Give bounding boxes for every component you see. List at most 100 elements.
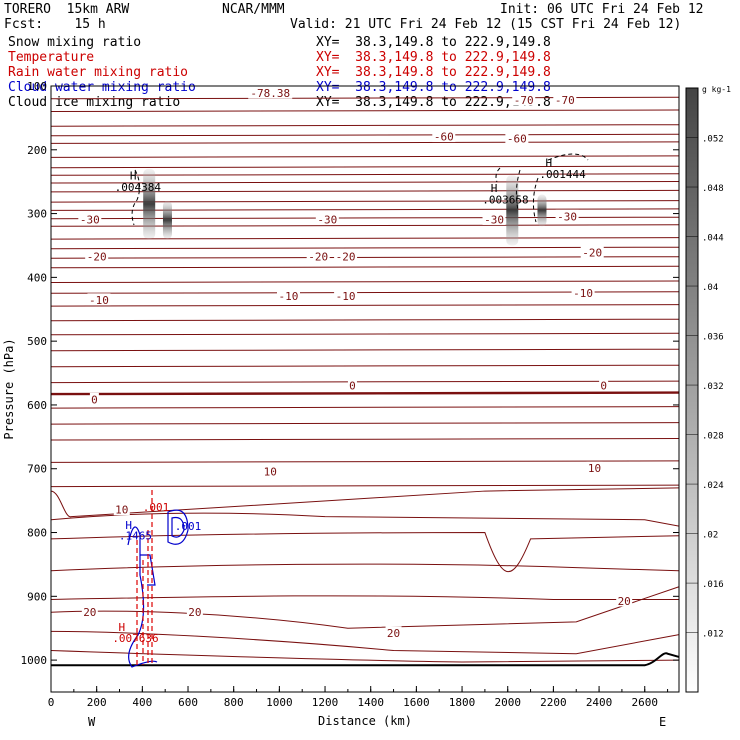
temperature-contour-line bbox=[50, 181, 680, 184]
colorbar-tick-label: .032 bbox=[702, 382, 724, 392]
cloud-ice-contour bbox=[547, 153, 589, 161]
field-extremum-label: H bbox=[118, 621, 125, 634]
y-tick-label: 300 bbox=[27, 208, 47, 221]
colorbar-tick-label: .012 bbox=[702, 630, 724, 640]
y-tick-label: 900 bbox=[27, 590, 47, 603]
mixing-ratio-shading bbox=[127, 153, 589, 668]
contour-label-bg bbox=[553, 93, 577, 106]
contour-label-bg bbox=[186, 605, 203, 618]
contour-label-bg bbox=[87, 293, 111, 306]
temperature-contour-line bbox=[50, 265, 680, 269]
temperature-contour-line bbox=[50, 630, 680, 655]
colorbar-scale bbox=[685, 87, 699, 693]
temperature-contour-label: -20 bbox=[336, 250, 356, 263]
valid-time: Valid: 21 UTC Fri 24 Feb 12 (15 CST Fri … bbox=[290, 17, 682, 32]
contour-label-bg bbox=[432, 130, 456, 143]
temperature-contour-label: -78.38 bbox=[250, 87, 290, 100]
temperature-contour-line bbox=[50, 200, 680, 203]
y-tick-label: 700 bbox=[27, 463, 47, 476]
colorbar: .052 .048 .044 .04 .036 .032 .028 .024 .02 .016 .0… bbox=[685, 85, 731, 693]
temperature-contour-label: -20 bbox=[308, 250, 328, 263]
contour-label-bg bbox=[113, 503, 130, 516]
temperature-contour-line bbox=[50, 141, 680, 144]
cloud-ice-contour bbox=[515, 169, 521, 211]
legend-label-cloud-water: Cloud water mixing ratio bbox=[8, 80, 196, 95]
temperature-contour-line bbox=[50, 422, 680, 425]
x-tick-label: 2000 bbox=[494, 696, 521, 709]
temperature-contour-label: 10 bbox=[264, 465, 277, 478]
temperature-contour-label: -10 bbox=[279, 290, 299, 303]
temperature-contour-label: -30 bbox=[557, 210, 577, 223]
field-extremum-label: H bbox=[130, 169, 137, 182]
temperature-contour-line bbox=[50, 304, 680, 307]
x-axis-label: Distance (km) bbox=[318, 714, 412, 728]
y-tick-label: 200 bbox=[27, 144, 47, 157]
contour-label-bg bbox=[306, 249, 330, 262]
temperature-contour-line bbox=[50, 224, 680, 227]
temperature-contour-label: 20 bbox=[83, 606, 96, 619]
field-extremum-label: .1465 bbox=[119, 530, 152, 543]
contour-labels: -78.38-70 -70-60 -60-30 -30 -30 -30-20 -20 -20-… bbox=[78, 86, 633, 645]
temperature-contour-label: 20 bbox=[387, 627, 400, 640]
colorbar-tick-label: .028 bbox=[702, 432, 724, 442]
colorbar-tick-label: .044 bbox=[702, 234, 724, 244]
temperature-contour-line bbox=[50, 332, 680, 336]
contour-label-bg bbox=[78, 212, 102, 225]
legend-xy-rain: XY= 38.3,149.8 to 222.9,149.8 bbox=[316, 65, 551, 80]
field-extremum-label: .003658 bbox=[482, 194, 528, 207]
temperature-contour-label: -20 bbox=[87, 250, 107, 263]
y-tick-label: 800 bbox=[27, 527, 47, 540]
legend-xy-snow: XY= 38.3,149.8 to 222.9,149.8 bbox=[316, 35, 551, 50]
temperature-contour-label: -10 bbox=[89, 294, 109, 307]
field-extremum-label: .001 bbox=[143, 501, 170, 514]
contour-label-bg bbox=[385, 626, 402, 639]
temperature-contour-line bbox=[50, 189, 680, 193]
forecast-hour: Fcst: 15 h bbox=[4, 17, 106, 32]
plot-frame bbox=[50, 85, 680, 693]
temperature-contour-line bbox=[50, 318, 680, 322]
legend-label-rain: Rain water mixing ratio bbox=[8, 65, 189, 80]
contour-label-bg bbox=[586, 461, 603, 474]
temperature-contour-line bbox=[50, 484, 680, 488]
legend-xy-temperature: XY= 38.3,149.8 to 222.9,149.8 bbox=[316, 50, 551, 65]
field-extremum-label: H bbox=[491, 182, 498, 195]
mixing-ratio-shade bbox=[506, 175, 519, 246]
temperature-contour-line bbox=[50, 348, 680, 352]
colorbar-tick-label: .02 bbox=[702, 531, 718, 541]
legend-xy-cloud-water: XY= 38.3,149.8 to 222.9,149.8 bbox=[316, 80, 551, 95]
temperature-contour-line bbox=[50, 165, 680, 169]
contour-label-bg bbox=[616, 594, 633, 607]
cloud-water-contour bbox=[127, 526, 158, 668]
temperature-contour-label: -30 bbox=[317, 213, 337, 226]
terrain-line bbox=[51, 652, 680, 667]
temperature-contour-line bbox=[50, 595, 679, 601]
temperature-contour-label: 10 bbox=[115, 504, 128, 517]
colorbar-tick-label: .016 bbox=[702, 580, 724, 590]
x-tick-label: 1800 bbox=[449, 696, 476, 709]
temperature-contour-line bbox=[50, 391, 680, 396]
colorbar-tick-label: .04 bbox=[702, 283, 718, 293]
temperature-contour-label: -70 bbox=[555, 94, 575, 107]
contour-label-bg bbox=[248, 86, 293, 99]
temperature-contour-label: -10 bbox=[336, 290, 356, 303]
west-label: W bbox=[88, 715, 96, 729]
temperature-contour-line bbox=[50, 586, 680, 629]
temperature-contour-label: 0 bbox=[91, 393, 98, 406]
field-extremum-label: .004384 bbox=[115, 181, 162, 194]
contour-label-bg bbox=[580, 246, 604, 259]
contour-label-bg bbox=[571, 286, 595, 299]
mixing-ratio-shade bbox=[143, 168, 156, 240]
contour-label-bg bbox=[276, 289, 300, 302]
x-tick-label: 1400 bbox=[357, 696, 384, 709]
legend-label-snow: Snow mixing ratio bbox=[8, 35, 142, 50]
x-tick-label: 1600 bbox=[403, 696, 430, 709]
x-tick-label: 2400 bbox=[586, 696, 613, 709]
contour-label-bg bbox=[599, 378, 609, 391]
center-title: NCAR/MMM bbox=[222, 2, 285, 17]
temperature-contour-line bbox=[50, 460, 680, 463]
colorbar-tick-label: .048 bbox=[702, 184, 724, 194]
mixing-ratio-shade bbox=[162, 200, 172, 240]
x-tick-label: 200 bbox=[87, 696, 107, 709]
temperature-contour-line bbox=[50, 438, 680, 441]
